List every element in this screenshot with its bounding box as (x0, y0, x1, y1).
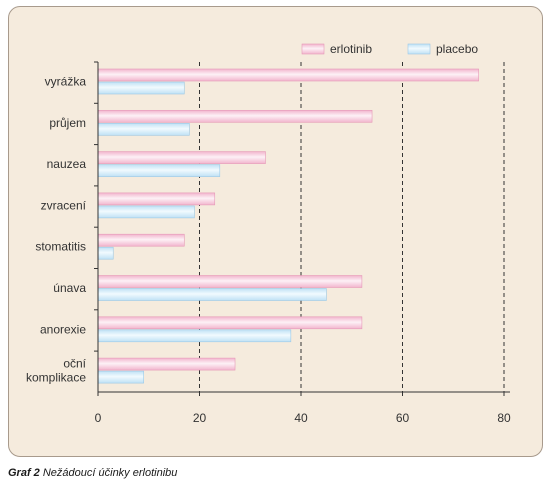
category-label: nauzea (47, 157, 87, 171)
x-tick-label: 20 (193, 411, 207, 425)
legend-label-placebo: placebo (436, 42, 478, 56)
bar-placebo (97, 246, 114, 260)
bar-placebo (97, 370, 144, 384)
bar-erlotinib (97, 151, 266, 164)
bar-erlotinib (97, 357, 236, 371)
bar-placebo (97, 288, 327, 301)
category-label: anorexie (40, 322, 86, 336)
bar-erlotinib (97, 192, 216, 206)
figure-caption-text: Nežádoucí účinky erlotinibu (42, 467, 178, 479)
bars (97, 68, 479, 384)
category-label: zvracení (41, 198, 87, 212)
bar-placebo (97, 205, 195, 219)
x-tick-labels: 0 20 40 60 80 (95, 411, 511, 425)
bar-placebo (97, 329, 292, 343)
legend-label-erlotinib: erlotinib (330, 42, 372, 56)
bar-erlotinib (97, 233, 185, 247)
bar-erlotinib (97, 275, 363, 288)
figure-caption: Graf 2 Nežádoucí účinky erlotinibu (8, 467, 177, 479)
legend-swatch-erlotinib (301, 43, 325, 55)
bar-placebo (97, 164, 221, 177)
x-tick-label: 80 (497, 411, 511, 425)
legend-swatch-placebo (407, 43, 431, 55)
legend: erlotinib placebo (301, 42, 478, 56)
category-label: únava (53, 281, 86, 295)
bar-placebo (97, 123, 190, 136)
category-label: komplikace (26, 371, 86, 385)
bar-erlotinib (97, 68, 479, 82)
axes (94, 61, 510, 396)
category-labels: vyrážka průjem nauzea zvracení stomatitis úna… (26, 75, 87, 385)
x-tick-label: 60 (396, 411, 410, 425)
category-label: stomatitis (35, 240, 86, 254)
category-label: průjem (49, 116, 86, 130)
figure-number: Graf 2 (8, 467, 40, 479)
x-tick-label: 0 (95, 411, 102, 425)
x-tick-label: 40 (294, 411, 308, 425)
bar-erlotinib (97, 316, 363, 330)
category-label: vyrážka (45, 75, 87, 89)
bar-erlotinib (97, 110, 373, 123)
bar-placebo (97, 81, 185, 95)
category-label: oční (63, 357, 86, 371)
